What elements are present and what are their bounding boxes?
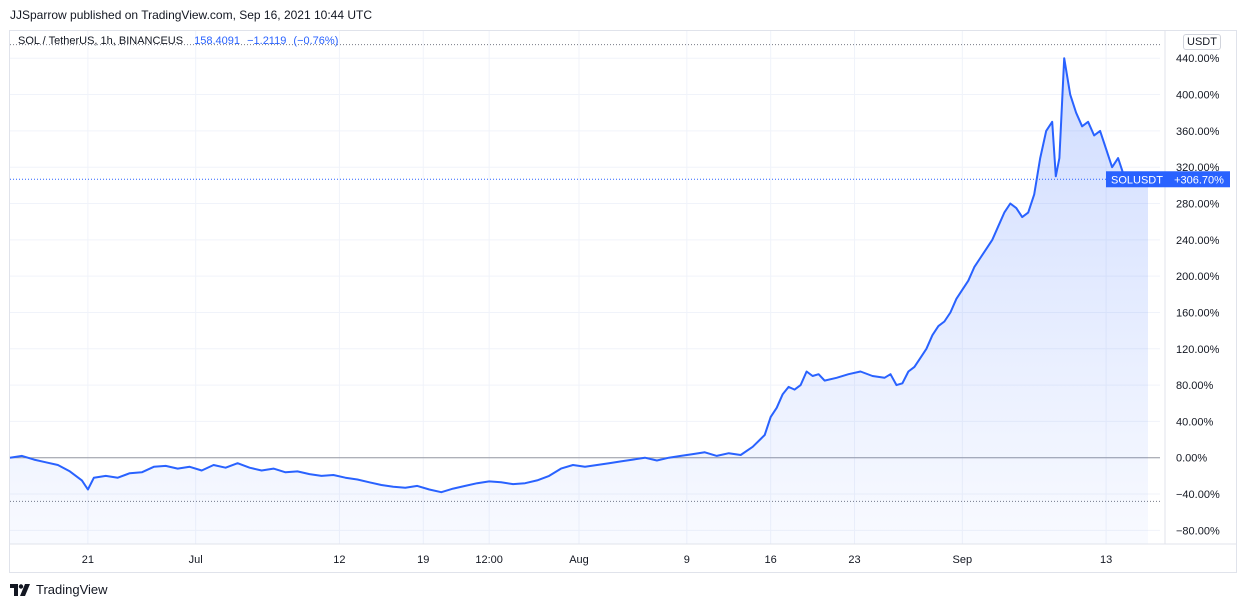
x-tick-label: 12:00 — [475, 554, 503, 566]
y-tick-label: 360.00% — [1176, 126, 1220, 138]
legend-change-pct: (−0.76%) — [293, 35, 339, 47]
legend-symbol: SOL / TetherUS, 1h, BINANCEUS — [18, 35, 184, 47]
y-tick-label: 280.00% — [1176, 199, 1220, 211]
y-tick-label: 40.00% — [1176, 416, 1214, 428]
x-tick-label: Sep — [953, 554, 973, 566]
legend-change: −1.2119 — [247, 35, 287, 47]
y-tick-label: 0.00% — [1176, 453, 1207, 465]
x-tick-label: 19 — [417, 554, 429, 566]
y-tick-label: 400.00% — [1176, 90, 1220, 102]
y-tick-label: 120.00% — [1176, 344, 1220, 356]
x-tick-label: 21 — [82, 554, 94, 566]
symbol-tag-bg — [1106, 171, 1168, 188]
x-tick-label: Jul — [189, 554, 203, 566]
y-tick-label: 200.00% — [1176, 271, 1220, 283]
x-tick-label: Aug — [569, 554, 589, 566]
x-tick-label: 16 — [765, 554, 777, 566]
y-tick-label: 440.00% — [1176, 53, 1220, 65]
chart-frame — [9, 30, 1237, 573]
tradingview-logo-icon — [10, 583, 30, 596]
tradingview-brand[interactable]: TradingView — [10, 582, 108, 597]
series-line — [9, 57, 1149, 494]
last-value-bg — [1168, 171, 1230, 188]
y-tick-label: 240.00% — [1176, 235, 1220, 247]
x-tick-label: 9 — [684, 554, 690, 566]
x-tick-label: 23 — [848, 554, 860, 566]
last-value-label: SOLUSDT +306.70% — [1106, 171, 1230, 188]
published-by-text: JJSparrow published on TradingView.com, … — [10, 8, 372, 22]
y-axis: 440.00% 400.00% 360.00% 320.00% 280.00% 240.0… — [1164, 31, 1220, 544]
x-axis: 21 Jul 12 19 12:00 Aug 9 16 23 Sep 13 — [10, 543, 1236, 566]
last-value-text: +306.70% — [1174, 174, 1224, 186]
y-tick-label: 160.00% — [1176, 307, 1220, 319]
legend-last-price: 158.4091 — [194, 35, 241, 47]
currency-button[interactable]: USDT — [1183, 34, 1221, 50]
x-tick-label: 13 — [1100, 554, 1112, 566]
x-tick-label: 12 — [333, 554, 345, 566]
symbol-tag-text: SOLUSDT — [1111, 174, 1163, 186]
y-tick-label: −40.00% — [1176, 489, 1220, 501]
symbol-legend[interactable]: SOL / TetherUS, 1h, BINANCEUS 158.4091 −… — [18, 35, 338, 47]
series-area-fill — [10, 58, 1148, 544]
brand-label: TradingView — [36, 582, 108, 597]
y-tick-label: −80.00% — [1176, 525, 1220, 537]
y-tick-label: 80.00% — [1176, 380, 1214, 392]
y-tick-label: 320.00% — [1176, 162, 1220, 174]
